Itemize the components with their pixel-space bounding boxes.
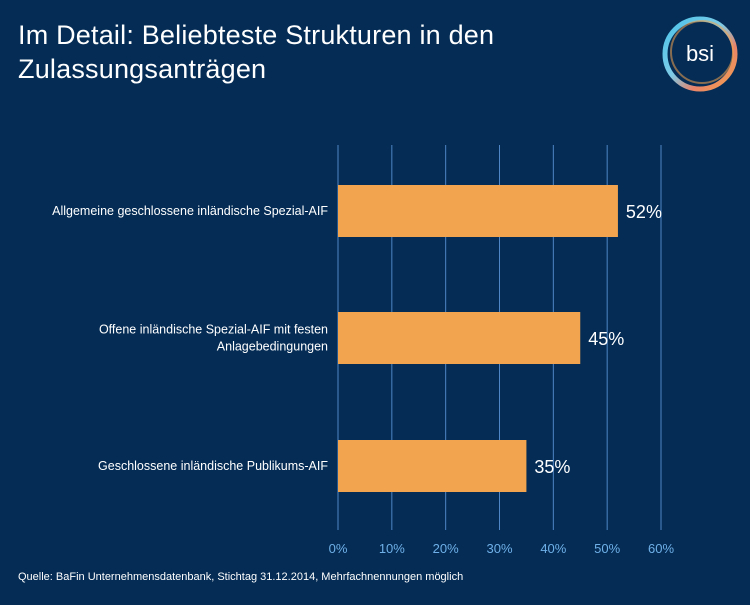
bars — [338, 185, 618, 492]
category-label: Allgemeine geschlossene inländische Spez… — [52, 204, 328, 218]
category-label: Anlagebedingungen — [217, 340, 328, 354]
logo-ring-inner — [670, 20, 734, 84]
x-tick-label: 40% — [540, 541, 566, 556]
x-tick-labels: 0% 10% 20% 30% 40% 50% 60% — [329, 541, 675, 556]
x-tick-label: 30% — [486, 541, 512, 556]
logo-text: bsi — [686, 41, 714, 66]
source-note: Quelle: BaFin Unternehmensdatenbank, Sti… — [18, 571, 464, 583]
value-label: 45% — [588, 329, 624, 349]
value-label: 35% — [534, 457, 570, 477]
chart-title: Im Detail: Beliebteste Strukturen in den… — [18, 20, 495, 84]
bsi-logo: bsi — [662, 16, 738, 92]
x-tick-label: 0% — [329, 541, 348, 556]
value-labels: 52% 45% 35% — [534, 202, 662, 477]
logo-ring-outer — [662, 16, 738, 92]
x-tick-label: 10% — [379, 541, 405, 556]
x-tick-label: 20% — [433, 541, 459, 556]
bar — [338, 185, 618, 237]
category-label: Geschlossene inländische Publikums-AIF — [98, 459, 328, 473]
bar — [338, 312, 581, 364]
x-tick-label: 60% — [648, 541, 674, 556]
x-tick-label: 50% — [594, 541, 620, 556]
value-label: 52% — [626, 202, 662, 222]
bar — [338, 440, 527, 492]
category-labels: Allgemeine geschlossene inländische Spez… — [52, 204, 328, 473]
category-label: Offene inländische Spezial-AIF mit feste… — [99, 323, 328, 337]
